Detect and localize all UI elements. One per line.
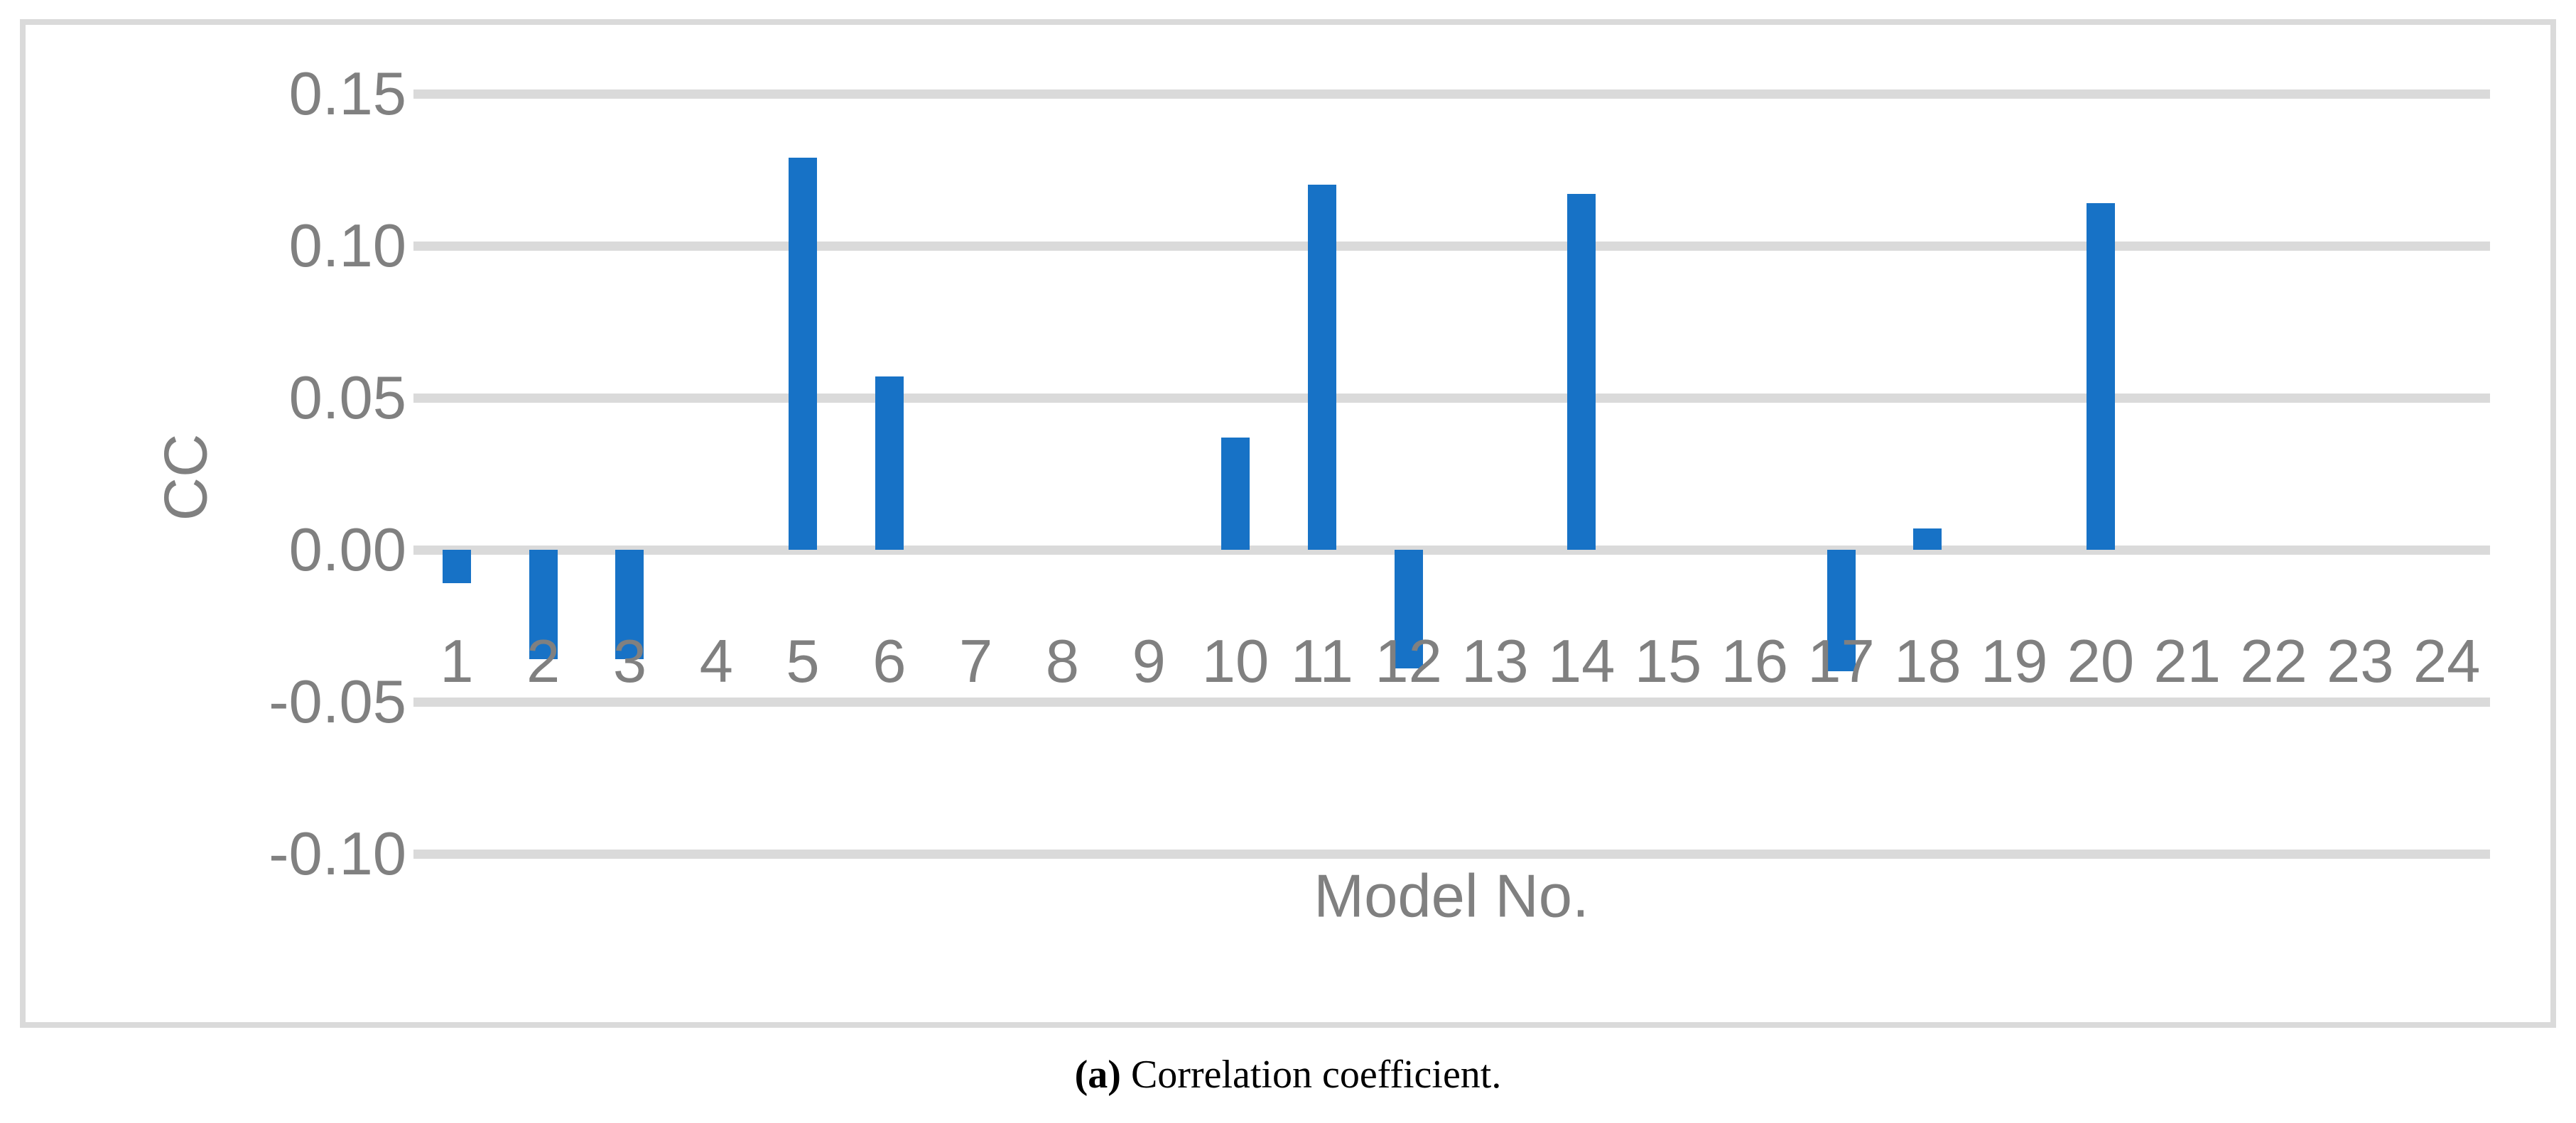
x-tick-label: 6 xyxy=(872,628,907,695)
bar xyxy=(1827,550,1856,672)
gridline xyxy=(413,545,2490,555)
x-tick-label: 2 xyxy=(526,628,561,695)
y-tick-label: 0.00 xyxy=(288,516,406,584)
x-tick-label: 22 xyxy=(2240,628,2307,695)
x-tick-label: 5 xyxy=(786,628,820,695)
x-tick-label: 12 xyxy=(1375,628,1442,695)
x-tick-label: 8 xyxy=(1045,628,1080,695)
x-tick-label: 24 xyxy=(2413,628,2481,695)
y-axis-title: CC xyxy=(152,433,220,521)
gridline xyxy=(413,89,2490,99)
bar xyxy=(1307,185,1336,550)
gridline xyxy=(413,697,2490,707)
caption-text: Correlation coefficient. xyxy=(1120,1053,1502,1097)
chart-area xyxy=(20,19,2556,1028)
bar xyxy=(615,550,644,660)
y-tick-label: -0.05 xyxy=(269,668,406,736)
figure-caption: (a) Correlation coefficient. xyxy=(0,1050,2576,1100)
bar xyxy=(1221,437,1250,550)
x-axis-title: Model No. xyxy=(1314,862,1589,931)
x-tick-label: 4 xyxy=(699,628,733,695)
x-tick-label: 11 xyxy=(1290,628,1353,695)
x-tick-label: 19 xyxy=(1980,628,2048,695)
y-tick-label: 0.10 xyxy=(288,212,406,280)
y-tick-label: 0.05 xyxy=(288,364,406,432)
x-tick-label: 21 xyxy=(2153,628,2221,695)
x-tick-label: 17 xyxy=(1807,628,1875,695)
bar xyxy=(875,376,904,550)
bar xyxy=(2086,203,2115,550)
gridline xyxy=(413,241,2490,251)
x-tick-label: 1 xyxy=(440,628,474,695)
bar xyxy=(1394,550,1423,668)
bar xyxy=(529,550,558,660)
bar xyxy=(1913,528,1942,550)
x-tick-label: 7 xyxy=(959,628,993,695)
x-tick-label: 20 xyxy=(2067,628,2135,695)
caption-panel-letter: (a) xyxy=(1074,1053,1121,1097)
gridline xyxy=(413,393,2490,403)
x-tick-label: 13 xyxy=(1461,628,1529,695)
x-tick-label: 16 xyxy=(1721,628,1789,695)
x-tick-label: 23 xyxy=(2327,628,2394,695)
y-tick-label: 0.15 xyxy=(288,60,406,128)
gridline xyxy=(413,849,2490,859)
y-tick-label: -0.10 xyxy=(269,820,406,888)
x-tick-label: 14 xyxy=(1547,628,1616,695)
bar xyxy=(1567,194,1596,550)
x-tick-label: 10 xyxy=(1201,628,1270,695)
bar xyxy=(442,550,471,584)
x-tick-label: 15 xyxy=(1634,628,1702,695)
x-tick-label: 9 xyxy=(1132,628,1166,695)
bar xyxy=(789,157,818,550)
x-tick-label: 18 xyxy=(1894,628,1961,695)
x-tick-label: 3 xyxy=(612,628,647,695)
